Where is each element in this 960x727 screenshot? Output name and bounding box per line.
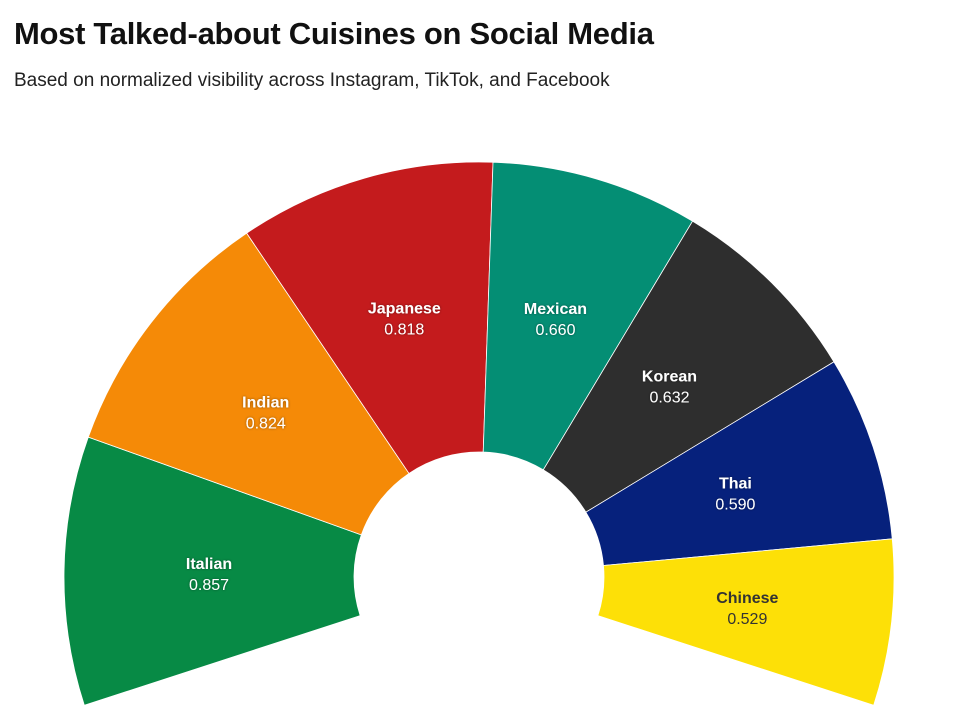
slice-japanese[interactable] — [246, 161, 494, 474]
slice-label-chinese: Chinese — [716, 590, 778, 607]
slice-indian[interactable] — [87, 232, 410, 536]
slice-value-chinese: 0.529 — [727, 611, 767, 628]
chart-title: Most Talked-about Cuisines on Social Med… — [14, 16, 654, 51]
slice-chinese[interactable] — [597, 538, 895, 706]
slice-value-italian: 0.857 — [189, 577, 229, 594]
slice-label-indian: Indian — [242, 394, 289, 411]
slice-thai[interactable] — [585, 361, 893, 566]
slice-value-thai: 0.590 — [715, 496, 755, 513]
slice-value-korean: 0.632 — [649, 390, 689, 407]
chart-subtitle: Based on normalized visibility across In… — [14, 70, 610, 91]
slice-label-italian: Italian — [186, 556, 232, 573]
slice-value-mexican: 0.660 — [535, 322, 575, 339]
slice-mexican[interactable] — [482, 161, 694, 471]
slice-label-japanese: Japanese — [368, 301, 441, 318]
slice-value-japanese: 0.818 — [384, 322, 424, 339]
slice-label-mexican: Mexican — [524, 301, 587, 318]
labels-group: Italian 0.857 Indian 0.824 Japanese 0.818 Mexi… — [186, 301, 779, 628]
slices-group — [63, 161, 895, 706]
slice-label-korean: Korean — [642, 369, 697, 386]
slice-value-indian: 0.824 — [246, 415, 286, 432]
slice-label-thai: Thai — [719, 475, 752, 492]
slice-korean[interactable] — [542, 220, 835, 513]
slice-italian[interactable] — [63, 436, 362, 706]
